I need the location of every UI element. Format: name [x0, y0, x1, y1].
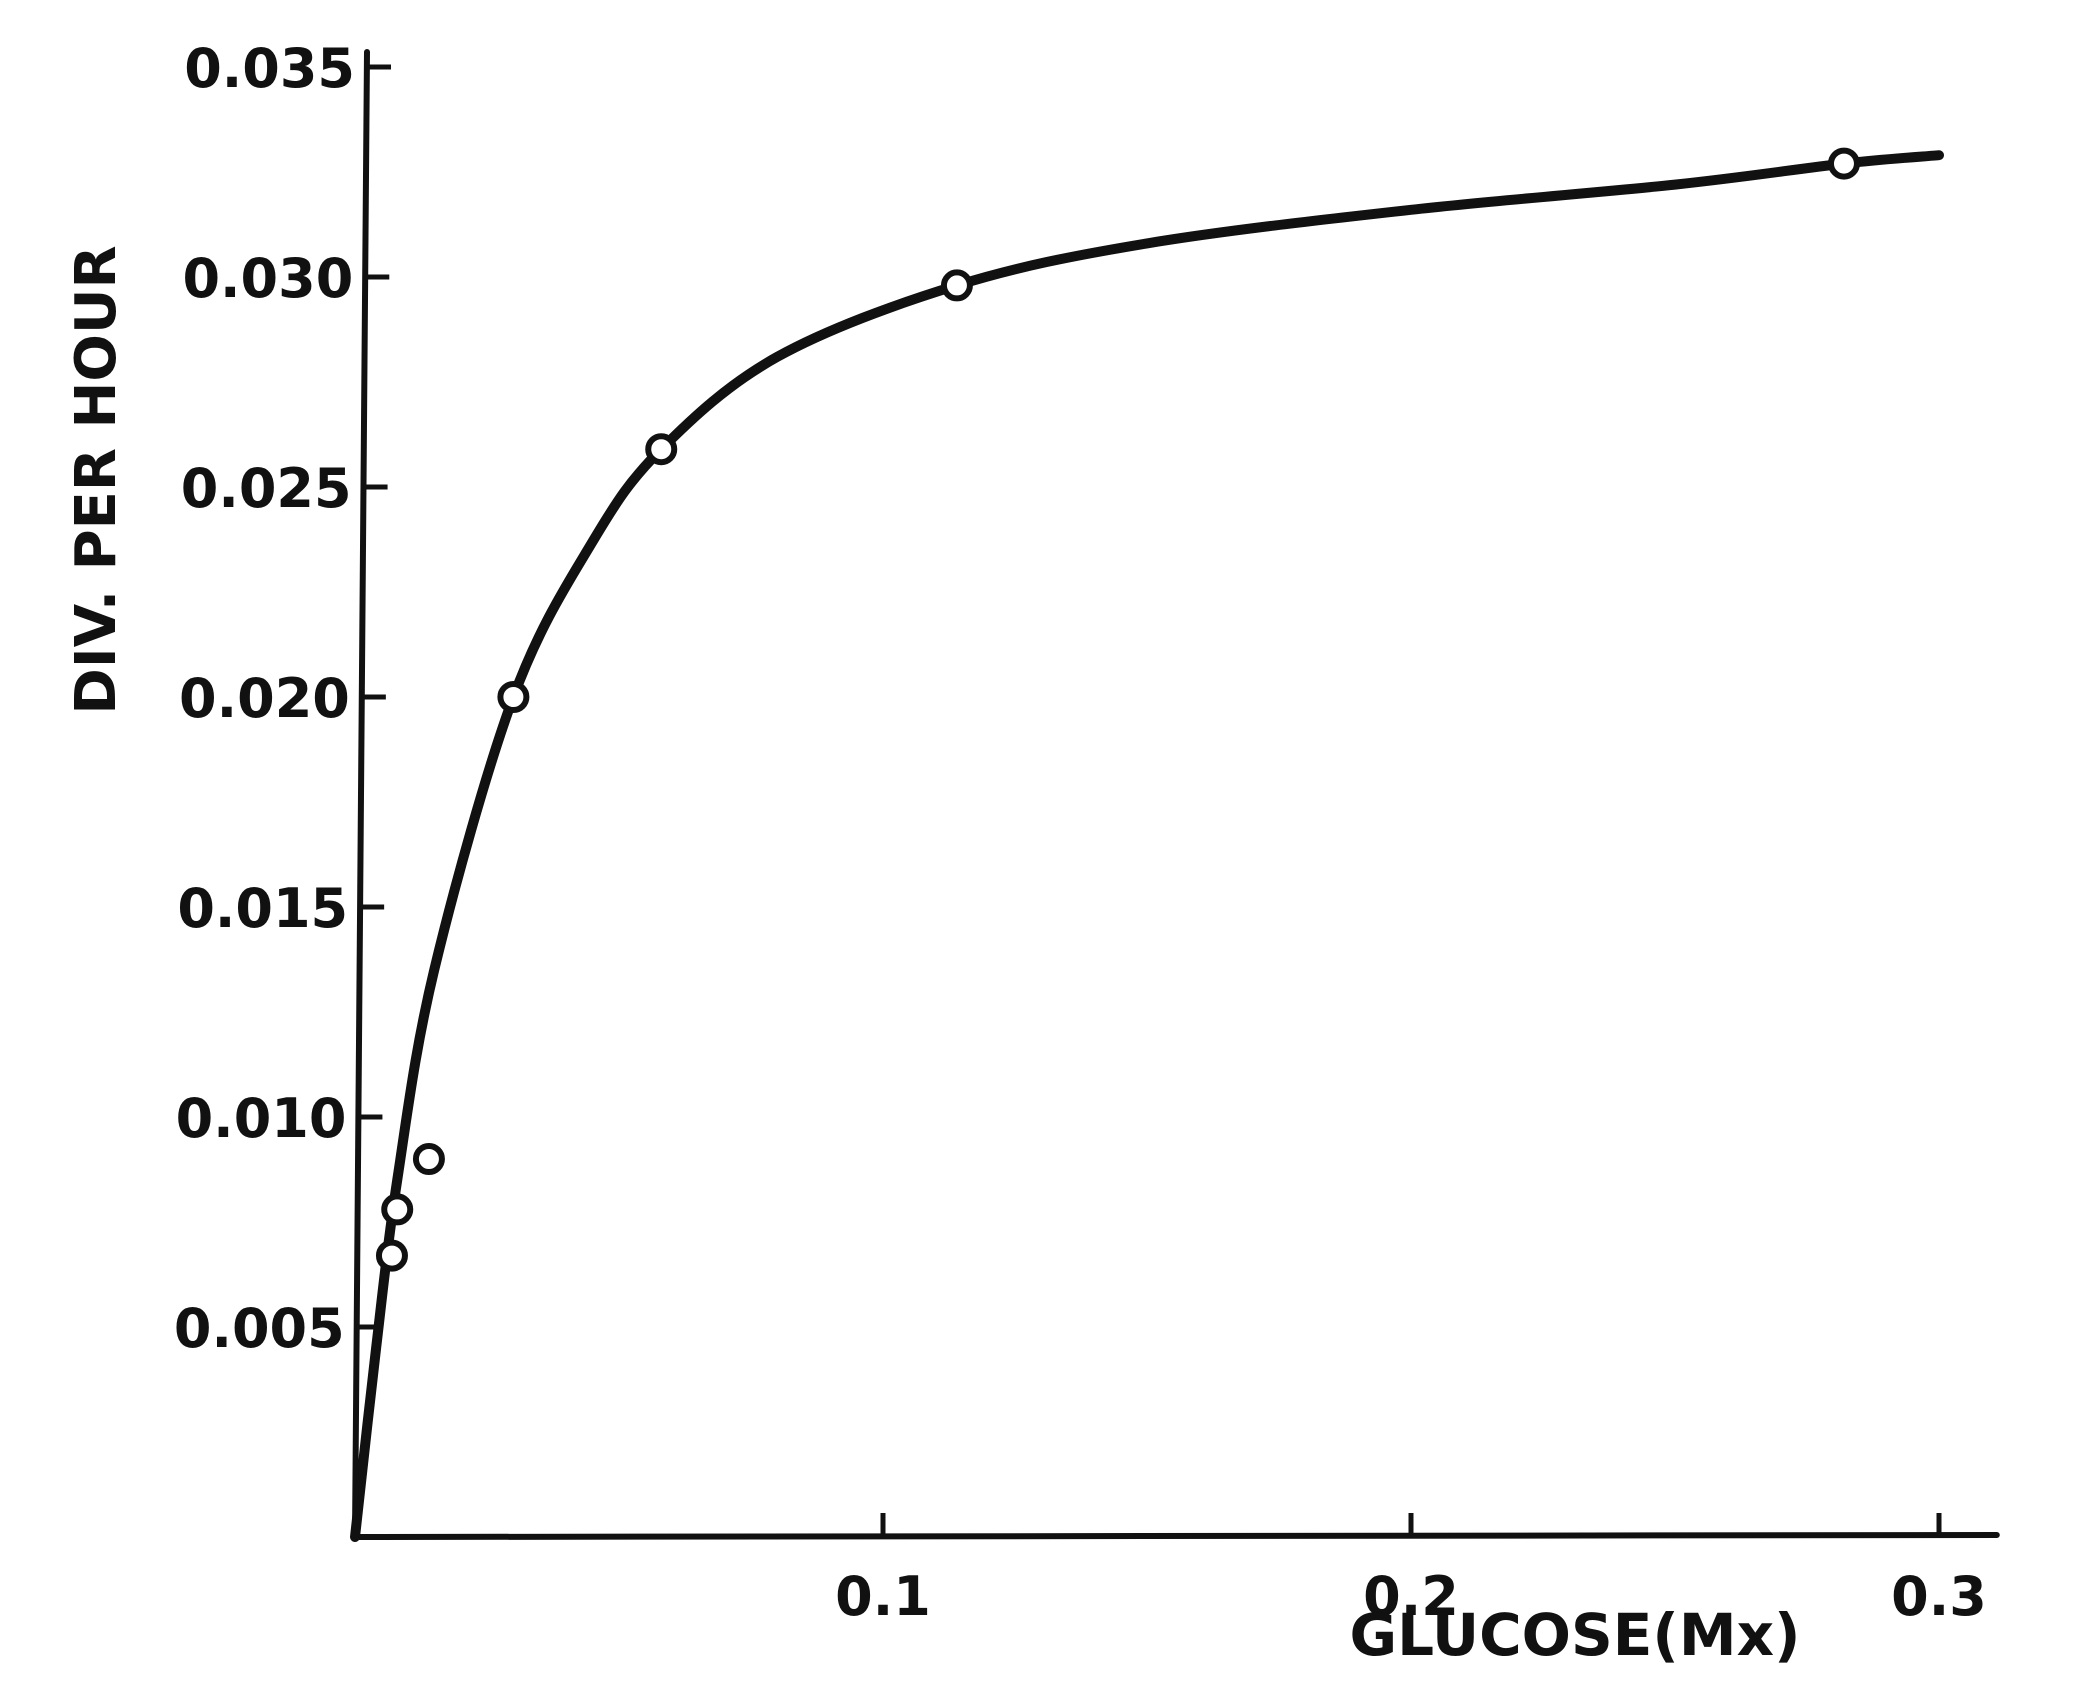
axes	[352, 49, 2000, 1540]
y-tick-label: 0.005	[174, 1297, 345, 1360]
x-tick-label: 0.2	[1363, 1565, 1459, 1628]
x-axis-line	[352, 1532, 2000, 1540]
y-tick-label: 0.025	[181, 457, 352, 520]
fitted-curve-layer	[350, 150, 1944, 1542]
tick-labels-layer: 0.005 0.010 0.015 0.020 0.025 0.030 0.035 0.1 0.…	[174, 37, 1987, 1628]
y-tick-label: 0.010	[176, 1087, 347, 1150]
data-point	[645, 433, 678, 466]
y-tick-label: 0.035	[184, 37, 355, 100]
y-tick-label: 0.030	[182, 247, 353, 310]
y-axis-title: DIV. PER HOUR	[64, 245, 129, 714]
y-axis-line	[352, 49, 370, 1540]
y-tick-label: 0.015	[177, 877, 348, 940]
x-axis-title: GLUCOSE(Mx)	[1349, 1601, 1800, 1669]
data-point	[940, 269, 973, 302]
data-point	[381, 1193, 414, 1226]
x-tick-label: 0.1	[835, 1565, 931, 1628]
data-point	[375, 1239, 408, 1272]
x-tick-label: 0.3	[1891, 1565, 1987, 1628]
y-tick-label: 0.020	[179, 667, 350, 730]
data-point	[497, 681, 530, 713]
data-points-layer	[375, 147, 1860, 1272]
data-point	[412, 1143, 445, 1175]
fitted-curve	[350, 150, 1944, 1542]
data-point	[1827, 147, 1860, 180]
